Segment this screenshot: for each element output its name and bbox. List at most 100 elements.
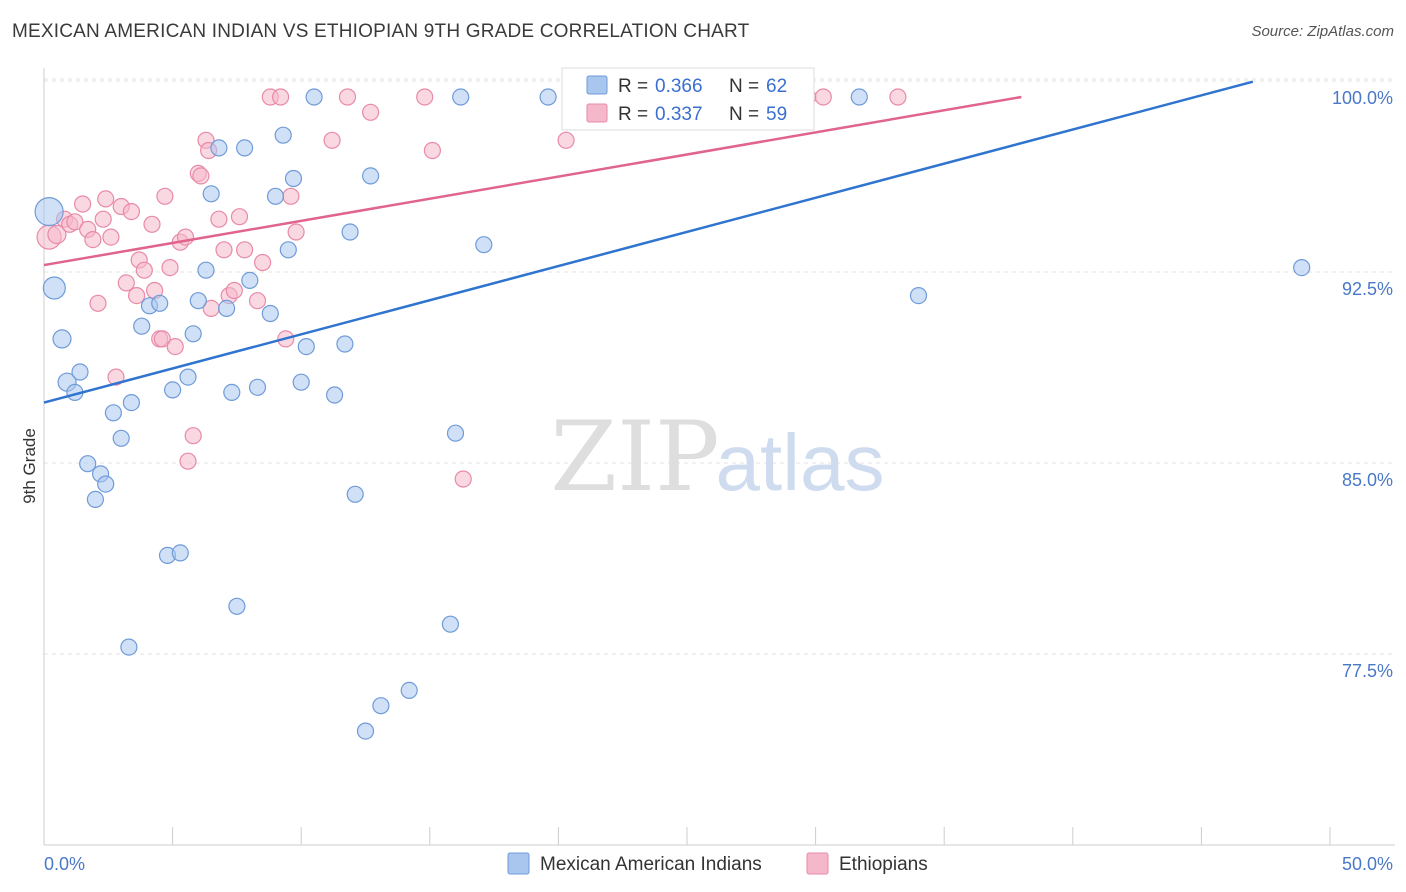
grid-lines bbox=[44, 78, 1395, 655]
point-ethiopian-9 bbox=[94, 210, 112, 228]
point-ethiopian-5 bbox=[73, 195, 92, 213]
point-mexican-american-indian-13 bbox=[120, 638, 138, 656]
trend-line-pink bbox=[43, 95, 1022, 267]
point-mexican-american-indian-18 bbox=[171, 544, 189, 562]
point-ethiopian-7 bbox=[84, 231, 102, 249]
y-axis-title: 9th Grade bbox=[20, 428, 39, 504]
legend-r-label-blue: R = bbox=[618, 76, 648, 97]
point-ethiopian-18 bbox=[135, 261, 153, 279]
point-mexican-american-indian-42 bbox=[341, 223, 359, 241]
point-ethiopian-4 bbox=[66, 213, 84, 231]
y-tick-label-2: 92.5% bbox=[1342, 279, 1393, 299]
point-mexican-american-indian-44 bbox=[356, 722, 375, 740]
point-mexican-american-indian-33 bbox=[266, 187, 285, 205]
source-label: Source: ZipAtlas.com bbox=[1251, 23, 1394, 40]
point-mexican-american-indian-16 bbox=[151, 294, 169, 312]
point-mexican-american-indian-7 bbox=[86, 490, 105, 508]
point-ethiopian-10 bbox=[97, 190, 115, 208]
point-mexican-american-indian-52 bbox=[539, 88, 557, 106]
point-mexican-american-indian-43 bbox=[346, 485, 364, 503]
point-mexican-american-indian-59 bbox=[1293, 259, 1311, 277]
point-ethiopian-52 bbox=[423, 141, 441, 160]
point-ethiopian-39 bbox=[230, 208, 249, 226]
bottom-legend-label-blue: Mexican American Indians bbox=[540, 854, 762, 875]
point-mexican-american-indian-1 bbox=[42, 276, 66, 300]
point-mexican-american-indian-38 bbox=[297, 338, 315, 356]
point-ethiopian-38 bbox=[225, 281, 243, 300]
point-ethiopian-14 bbox=[117, 274, 135, 292]
legend-n-value-pink: 59 bbox=[766, 104, 787, 125]
point-mexican-american-indian-49 bbox=[446, 424, 465, 442]
point-mexican-american-indian-36 bbox=[284, 169, 303, 188]
point-ethiopian-54 bbox=[557, 131, 575, 149]
point-mexican-american-indian-6 bbox=[79, 455, 97, 473]
bottom-legend-swatch-pink bbox=[806, 852, 829, 875]
point-ethiopian-50 bbox=[362, 103, 380, 121]
point-mexican-american-indian-47 bbox=[400, 681, 418, 700]
point-ethiopian-16 bbox=[128, 287, 146, 305]
point-mexican-american-indian-35 bbox=[279, 241, 297, 259]
point-mexican-american-indian-12 bbox=[122, 394, 140, 412]
y-tick-label-1: 85.0% bbox=[1342, 470, 1393, 490]
point-ethiopian-57 bbox=[814, 88, 832, 106]
point-mexican-american-indian-37 bbox=[292, 373, 310, 391]
legend-swatch-pink bbox=[586, 103, 608, 123]
legend-swatch-blue bbox=[586, 75, 608, 95]
point-mexican-american-indian-34 bbox=[274, 126, 292, 144]
watermark: ZIP atlas bbox=[550, 401, 884, 513]
point-ethiopian-12 bbox=[107, 368, 125, 386]
point-mexican-american-indian-9 bbox=[97, 475, 115, 493]
chart-title: MEXICAN AMERICAN INDIAN VS ETHIOPIAN 9TH… bbox=[12, 21, 750, 42]
x-tick-label-min: 0.0% bbox=[44, 854, 85, 874]
y-tick-label-3: 100.0% bbox=[1332, 88, 1393, 108]
point-ethiopian-29 bbox=[184, 427, 202, 445]
trend-lines bbox=[43, 80, 1254, 404]
bottom-legend-label-pink: Ethiopians bbox=[839, 854, 928, 875]
point-ethiopian-11 bbox=[102, 228, 120, 246]
point-mexican-american-indian-11 bbox=[112, 429, 130, 447]
watermark-atlas: atlas bbox=[716, 418, 885, 507]
point-ethiopian-31 bbox=[192, 167, 210, 185]
point-ethiopian-46 bbox=[282, 187, 300, 205]
point-ethiopian-41 bbox=[248, 292, 267, 310]
x-tick-label-max: 50.0% bbox=[1342, 854, 1393, 874]
point-mexican-american-indian-29 bbox=[236, 139, 254, 157]
y-tick-labels: 77.5% 85.0% 92.5% 100.0% bbox=[1332, 88, 1393, 681]
point-ethiopian-44 bbox=[272, 88, 290, 106]
point-mexican-american-indian-32 bbox=[261, 304, 279, 323]
point-ethiopian-15 bbox=[122, 203, 140, 221]
point-mexican-american-indian-26 bbox=[218, 299, 236, 317]
point-mexican-american-indian-24 bbox=[202, 185, 220, 203]
legend-n-label-pink: N = bbox=[729, 104, 759, 125]
point-mexican-american-indian-20 bbox=[179, 368, 197, 386]
point-ethiopian-22 bbox=[153, 330, 171, 348]
point-ethiopian-19 bbox=[143, 215, 161, 233]
point-mexican-american-indian-27 bbox=[223, 383, 241, 401]
point-ethiopian-47 bbox=[287, 223, 305, 241]
bottom-legend-swatch-blue bbox=[507, 852, 530, 875]
point-ethiopian-53 bbox=[454, 470, 472, 488]
point-mexican-american-indian-14 bbox=[133, 317, 151, 335]
point-mexican-american-indian-51 bbox=[475, 236, 493, 254]
point-mexican-american-indian-46 bbox=[372, 697, 390, 715]
watermark-zip: ZIP bbox=[550, 401, 719, 513]
point-mexican-american-indian-25 bbox=[210, 139, 228, 157]
point-ethiopian-24 bbox=[161, 259, 179, 277]
point-mexican-american-indian-50 bbox=[452, 88, 470, 106]
point-ethiopian-58 bbox=[889, 88, 907, 106]
point-mexican-american-indian-19 bbox=[164, 381, 182, 399]
point-mexican-american-indian-48 bbox=[441, 615, 459, 633]
legend-r-label-pink: R = bbox=[618, 104, 648, 125]
point-mexican-american-indian-0 bbox=[34, 197, 64, 227]
point-ethiopian-42 bbox=[254, 253, 272, 272]
point-ethiopian-1 bbox=[47, 224, 67, 245]
legend-r-value-blue: 0.366 bbox=[655, 76, 703, 97]
point-ethiopian-36 bbox=[215, 241, 233, 259]
point-mexican-american-indian-39 bbox=[305, 88, 323, 106]
point-ethiopian-48 bbox=[323, 131, 341, 149]
legend-n-value-blue: 62 bbox=[766, 76, 787, 97]
point-mexican-american-indian-23 bbox=[197, 261, 215, 279]
y-tick-label-0: 77.5% bbox=[1342, 661, 1393, 681]
point-mexican-american-indian-58 bbox=[909, 287, 928, 305]
